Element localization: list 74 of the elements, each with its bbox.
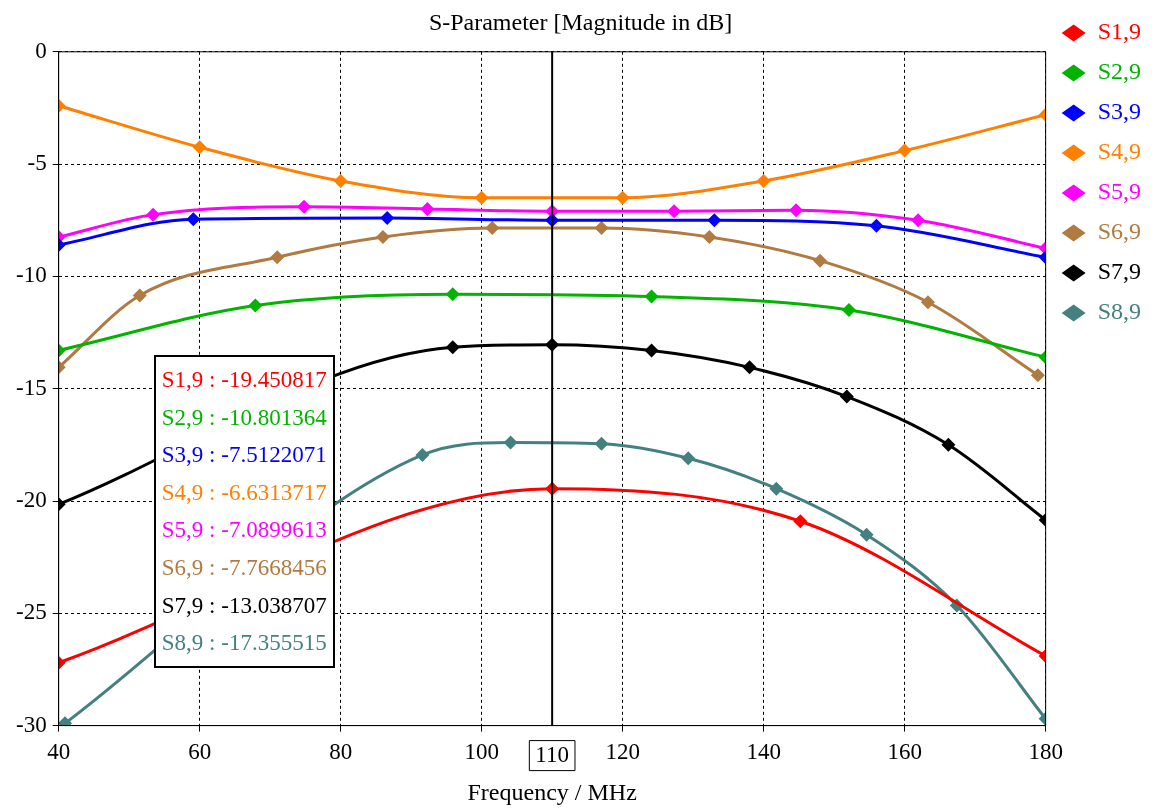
y-tick-label: -5	[27, 150, 47, 176]
point	[702, 230, 717, 245]
point	[681, 451, 696, 466]
point	[375, 230, 390, 245]
point	[769, 481, 784, 496]
point	[920, 295, 935, 310]
y-tick-label: -20	[15, 487, 47, 513]
legend-label: S7,9	[1097, 258, 1142, 285]
x-tick-label: 60	[188, 739, 212, 765]
point	[707, 213, 722, 228]
point	[742, 360, 757, 375]
legend-label: S1,9	[1097, 18, 1142, 45]
legend-label: S5,9	[1097, 178, 1142, 205]
point	[615, 190, 630, 205]
point	[941, 437, 956, 452]
annotation: S7,9 : -13.038707	[161, 591, 327, 620]
point	[485, 221, 500, 236]
point	[474, 190, 489, 205]
y-tick-label: -10	[15, 262, 47, 288]
y-tick-label: 0	[35, 37, 47, 63]
annotation: S1,9 : -19.450817	[161, 366, 327, 394]
x-tick-label: 80	[329, 739, 353, 765]
point	[594, 221, 609, 236]
point	[644, 343, 659, 358]
point	[1030, 368, 1045, 383]
annotation: S5,9 : -7.0899613	[161, 516, 327, 545]
annotation: S3,9 : -7.5122071	[161, 441, 327, 470]
point	[789, 203, 804, 218]
annotation: S2,9 : -10.801364	[161, 403, 327, 432]
point	[192, 140, 207, 155]
point	[333, 173, 348, 188]
x-axis-title: Frequency / MHz	[467, 778, 637, 805]
legend-label: S4,9	[1097, 138, 1142, 165]
legend-label: S6,9	[1097, 218, 1142, 245]
point	[813, 253, 828, 268]
ref-line-label: 110	[535, 741, 569, 767]
point	[420, 202, 435, 217]
chart-title: S-Parameter [Magnitude in dB]	[428, 8, 733, 35]
y-tick-label: -30	[15, 711, 47, 737]
x-tick-label: 120	[605, 739, 640, 765]
point	[132, 288, 147, 303]
legend-label: S8,9	[1097, 298, 1142, 325]
point	[445, 287, 460, 302]
legend-label: S2,9	[1097, 58, 1142, 85]
legend-label: S3,9	[1097, 98, 1142, 125]
point	[186, 212, 201, 227]
point	[445, 340, 460, 355]
point	[270, 250, 285, 265]
x-tick-label: 140	[746, 739, 781, 765]
point	[841, 303, 856, 318]
point	[897, 143, 912, 158]
point	[756, 173, 771, 188]
y-tick-label: -25	[15, 599, 47, 625]
annotation: S4,9 : -6.6313717	[161, 478, 327, 507]
point	[644, 289, 659, 304]
point	[415, 447, 430, 462]
annotation: S8,9 : -17.355515	[161, 629, 327, 658]
x-tick-label: 160	[887, 739, 922, 765]
point	[667, 204, 682, 219]
annotation: S6,9 : -7.7668456	[161, 553, 327, 582]
x-tick-label: 40	[47, 739, 71, 765]
point	[503, 435, 518, 450]
point	[869, 218, 884, 233]
point	[859, 527, 874, 542]
point	[839, 389, 854, 404]
point	[594, 436, 609, 451]
point	[911, 213, 926, 228]
point	[297, 199, 311, 214]
point	[248, 298, 263, 313]
x-tick-label: 180	[1028, 739, 1063, 765]
point	[146, 207, 161, 222]
y-tick-label: -15	[15, 374, 47, 400]
point	[380, 211, 395, 225]
x-tick-label: 100	[464, 739, 499, 765]
